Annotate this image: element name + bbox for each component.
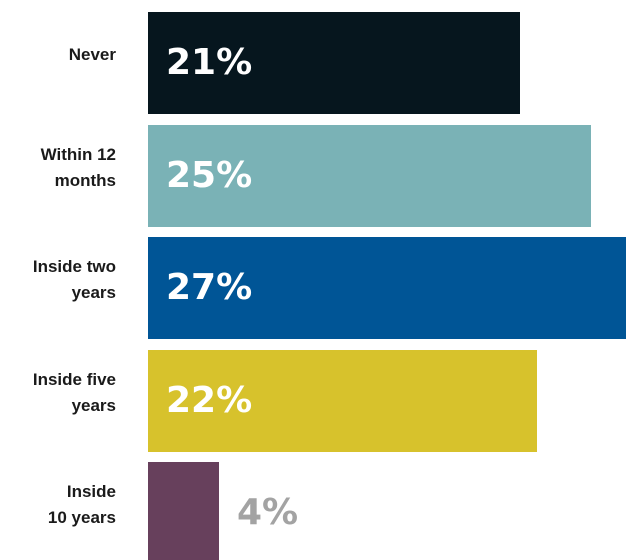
data-label: 27%	[166, 267, 253, 308]
category-label: Inside five years	[32, 370, 116, 415]
bar	[148, 125, 591, 227]
data-label: 4%	[237, 492, 299, 533]
bar	[148, 12, 520, 114]
bar	[148, 350, 537, 452]
bar	[148, 237, 626, 339]
category-label: Inside 10 years	[47, 482, 116, 527]
category-label: Inside two years	[32, 257, 116, 302]
data-label: 25%	[166, 155, 253, 196]
data-label: 21%	[166, 42, 253, 83]
category-label: Within 12 months	[40, 145, 116, 190]
bar	[148, 462, 219, 560]
data-label: 22%	[166, 380, 253, 421]
category-label: Never	[68, 45, 116, 64]
